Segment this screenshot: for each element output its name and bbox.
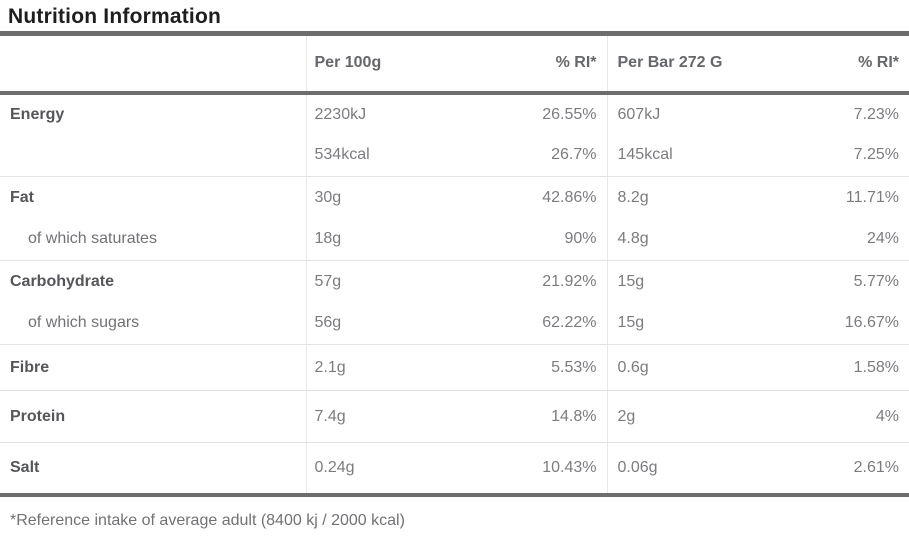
col-header-per-100g: Per 100g [305,33,456,95]
value-per-bar: 15g [606,260,757,303]
value-per-100g: 0.24g [305,442,456,497]
value-ri-bar: 7.23% [853,105,899,123]
value-per-bar: 0.06g [606,442,757,497]
row-label: Salt [0,442,306,497]
value-per-bar: 8.2g [606,176,757,219]
value-ri-100g: 62.22% [456,302,607,345]
table-row: 534kcal 26.7% 145kcal 7.25% [0,134,909,177]
value-ri-100g: 21.92% [542,272,597,290]
value-per-bar: 4.8g [606,218,757,261]
row-label: Protein [0,390,306,443]
header-row: Per 100g % RI* Per Bar 272 G % RI* [0,33,909,95]
col-header-ri-bar: % RI* [757,33,909,95]
value-per-100g: 2230kJ [305,92,456,135]
table-row: Carbohydrate 57g 21.92% 15g 5.77% [0,260,909,303]
row-label: Fibre [0,344,306,391]
row-group-salt: Salt 0.24g 10.43% 0.06g 2.61% [0,442,909,497]
reference-intake-footnote: *Reference intake of average adult (8400… [10,511,405,529]
table-row: of which sugars 56g 62.22% 15g 16.67% [0,302,909,345]
value-per-100g: 534kcal [305,134,456,177]
value-per-bar: 0.6g [606,344,757,391]
nutrition-section: Nutrition Information Per 100g % RI* Per… [0,3,909,532]
value-ri-bar: 11.71% [845,188,899,206]
value-ri-100g: 90% [456,218,607,261]
row-label: Energy [10,105,65,123]
value-ri-100g: 26.7% [456,134,607,177]
row-group-carbohydrate: Carbohydrate 57g 21.92% 15g 5.77% of whi… [0,260,909,345]
col-header-ri-100g: % RI* [456,33,607,95]
value-per-bar: 2g [606,390,757,443]
value-per-bar: 15g [606,302,757,345]
value-per-bar: 607kJ [606,92,757,135]
table-row: of which saturates 18g 90% 4.8g 24% [0,218,909,261]
value-per-100g: 56g [305,302,456,345]
row-group-protein: Protein 7.4g 14.8% 2g 4% [0,390,909,443]
value-per-100g: 18g [305,218,456,261]
value-ri-100g: 5.53% [456,344,607,391]
value-per-100g: 57g [305,260,456,303]
table-row: Salt 0.24g 10.43% 0.06g 2.61% [0,442,909,497]
value-ri-bar: 2.61% [757,442,909,497]
col-header-blank [0,33,306,95]
value-ri-bar: 4% [757,390,909,443]
row-group-fat: Fat 30g 42.86% 8.2g 11.71% of which satu… [0,176,909,261]
value-ri-bar: 1.58% [757,344,909,391]
value-ri-100g: 10.43% [456,442,607,497]
value-per-100g: 7.4g [305,390,456,443]
row-sublabel: of which saturates [0,218,306,261]
value-per-bar: 145kcal [606,134,757,177]
row-label: Carbohydrate [10,272,115,290]
nutrition-table: Per 100g % RI* Per Bar 272 G % RI* Energ… [0,31,909,497]
value-ri-bar: 7.25% [757,134,909,177]
table-row: Protein 7.4g 14.8% 2g 4% [0,390,909,443]
table-row: Energy 2230kJ 26.55% 607kJ 7.23% [0,92,909,135]
table-row: Fat 30g 42.86% 8.2g 11.71% [0,176,909,219]
value-ri-100g: 26.55% [542,105,597,123]
value-per-100g: 2.1g [305,344,456,391]
row-group-fibre: Fibre 2.1g 5.53% 0.6g 1.58% [0,344,909,391]
row-group-energy: Energy 2230kJ 26.55% 607kJ 7.23% 534kcal… [0,92,909,177]
value-ri-100g: 14.8% [456,390,607,443]
table-header: Per 100g % RI* Per Bar 272 G % RI* [0,33,909,95]
table-row: Fibre 2.1g 5.53% 0.6g 1.58% [0,344,909,391]
value-ri-bar: 16.67% [757,302,909,345]
row-label: Fat [10,188,34,206]
value-ri-100g: 42.86% [542,188,597,206]
row-label [0,134,306,177]
page-title: Nutrition Information [8,5,222,28]
col-header-per-bar: Per Bar 272 G [606,33,757,95]
row-sublabel: of which sugars [0,302,306,345]
value-per-100g: 30g [305,176,456,219]
value-ri-bar: 5.77% [853,272,899,290]
value-ri-bar: 24% [757,218,909,261]
